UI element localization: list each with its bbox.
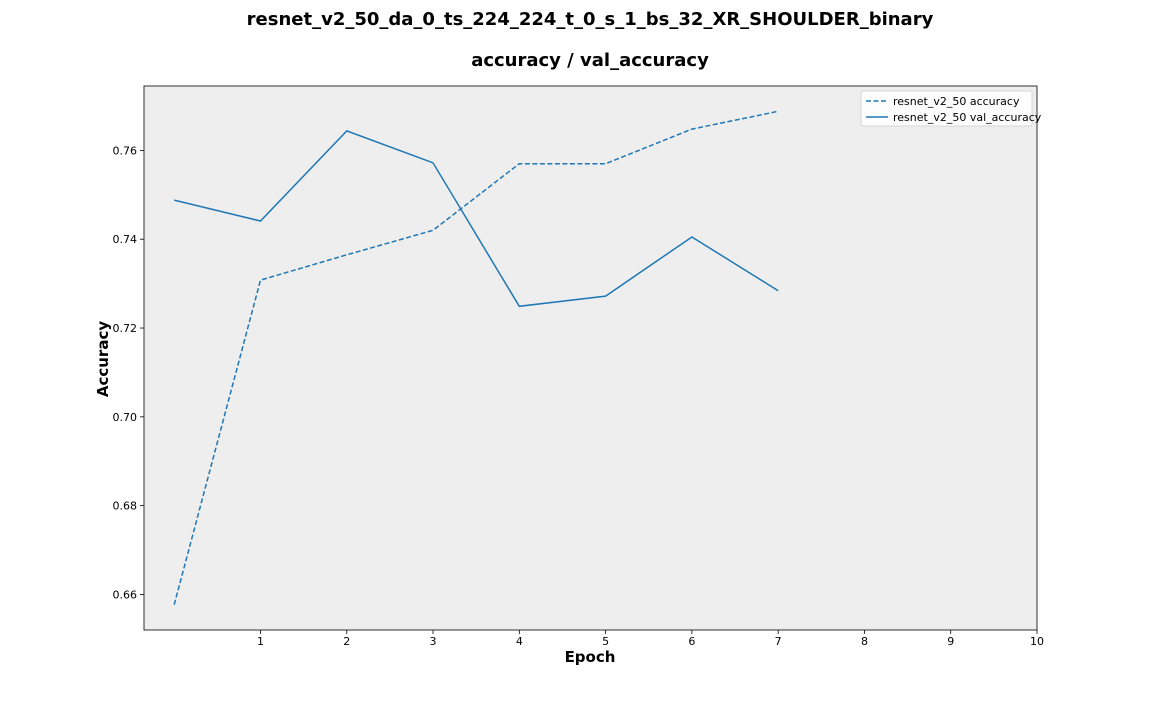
series-line-val-accuracy [174,130,779,308]
y-tick-label: 0.76 [113,144,138,157]
x-tick-label: 4 [516,635,523,648]
y-axis-label: Accuracy [94,321,112,397]
y-tick-label: 0.74 [113,233,138,246]
y-tick-label: 0.70 [113,411,138,424]
x-tick-label: 5 [602,635,609,648]
chart-suptitle: resnet_v2_50_da_0_ts_224_224_t_0_s_1_bs_… [247,9,934,30]
plot-frame [143,85,1038,631]
series-line-accuracy [173,110,779,605]
legend-entry: resnet_v2_50 val_accuracy [893,111,1042,124]
plot-area [144,86,1037,630]
y-tick-label: 0.72 [113,322,138,335]
y-tick-label: 0.66 [113,588,138,601]
axis-ticks: 1 2 3 4 5 6 7 8 9 10 0.66 0.68 0.70 0.72 0.74 0.76 [113,144,1045,648]
legend-entry: resnet_v2_50 accuracy [893,95,1020,108]
y-tick-label: 0.68 [113,500,138,513]
x-tick-label: 1 [257,635,264,648]
x-tick-label: 9 [947,635,954,648]
x-tick-label: 3 [430,635,437,648]
chart-title: accuracy / val_accuracy [471,50,709,71]
x-tick-label: 10 [1030,635,1044,648]
x-axis-label: Epoch [565,648,616,666]
series-lines [173,110,779,605]
x-tick-label: 8 [861,635,868,648]
legend: resnet_v2_50 accuracy resnet_v2_50 val_ac… [860,90,1042,127]
x-tick-label: 2 [343,635,350,648]
x-tick-label: 7 [775,635,782,648]
x-tick-label: 6 [688,635,695,648]
legend-box [860,90,1033,127]
